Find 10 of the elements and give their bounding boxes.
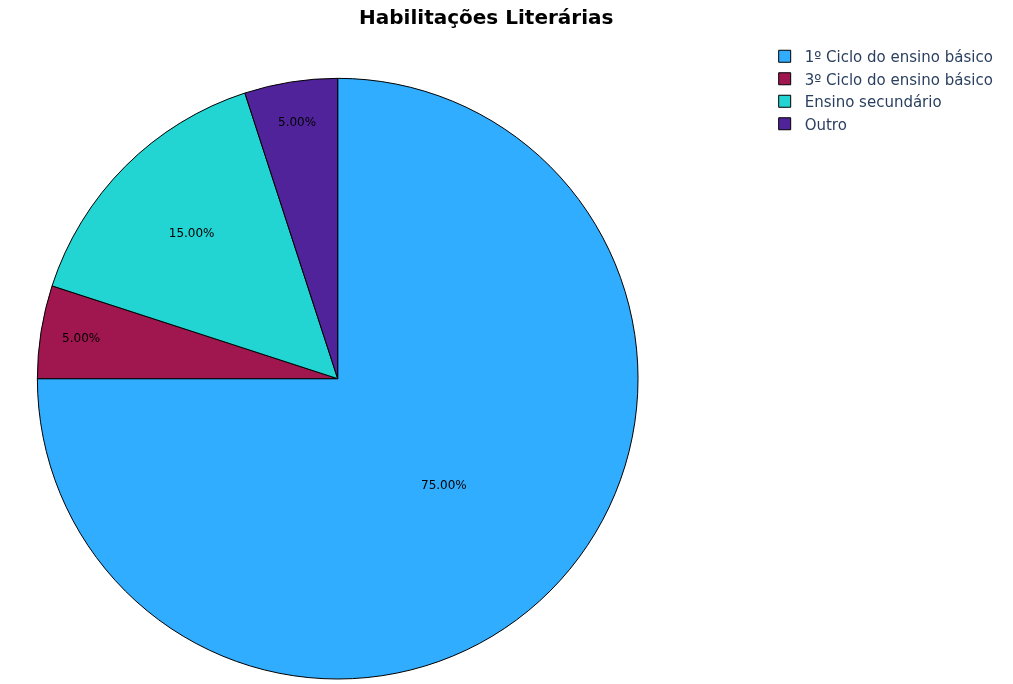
data-label: 15.00% xyxy=(168,225,215,240)
legend-label: 1º Ciclo do ensino básico xyxy=(804,48,993,67)
pie-slice xyxy=(36,77,639,680)
data-label: 75.00% xyxy=(420,477,467,492)
data-label: 5.00% xyxy=(62,331,101,346)
legend-label: 3º Ciclo do ensino básico xyxy=(804,70,993,89)
data-label: 5.00% xyxy=(278,115,317,130)
chart-title: Habilitações Literárias xyxy=(359,5,614,30)
legend-label: Ensino secundário xyxy=(804,93,942,112)
legend-label: Outro xyxy=(804,115,847,134)
